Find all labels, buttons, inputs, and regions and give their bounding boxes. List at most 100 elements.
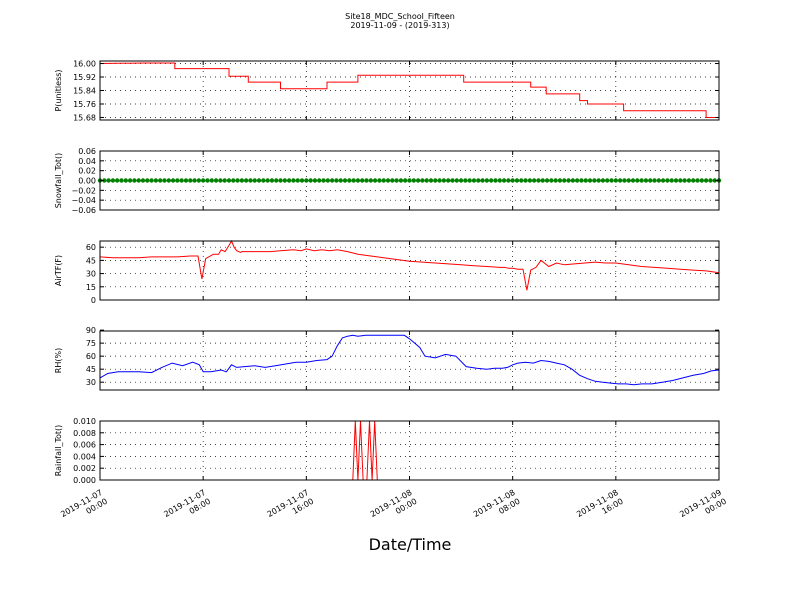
x-tick-label: 2019-11-0816:00 xyxy=(575,488,625,528)
x-tick-label: 2019-11-0716:00 xyxy=(266,488,316,528)
data-point xyxy=(570,178,576,183)
data-point xyxy=(200,178,206,183)
data-point xyxy=(385,178,391,183)
series-line xyxy=(99,239,720,291)
data-point xyxy=(196,178,202,183)
data-point xyxy=(338,178,343,183)
data-point xyxy=(132,178,137,183)
data-point xyxy=(403,178,408,183)
data-point xyxy=(106,178,111,183)
data-point xyxy=(312,178,318,183)
y-axis-label: RH(%) xyxy=(54,348,63,373)
y-tick-label: 0.008 xyxy=(73,429,96,438)
data-point xyxy=(153,178,159,183)
x-tick-label: 2019-11-0808:00 xyxy=(472,488,522,528)
data-point xyxy=(308,178,313,183)
data-point xyxy=(102,178,107,183)
data-point xyxy=(213,178,219,183)
y-tick-label: 15 xyxy=(86,283,96,292)
data-point xyxy=(140,178,146,183)
x-tick-label: 2019-11-0900:00 xyxy=(678,488,728,528)
data-point xyxy=(553,178,558,183)
series-line xyxy=(99,334,720,386)
data-point xyxy=(488,178,494,183)
y-tick-label: 45 xyxy=(86,256,96,265)
y-tick-label: 45 xyxy=(86,365,96,374)
data-point xyxy=(360,178,365,183)
data-point xyxy=(695,178,700,183)
data-point xyxy=(463,178,468,183)
data-point xyxy=(574,178,580,183)
data-point xyxy=(665,178,670,183)
data-point xyxy=(136,178,141,183)
data-point xyxy=(622,178,627,183)
data-point xyxy=(317,178,322,183)
y-tick-label: 0.010 xyxy=(73,417,96,426)
data-point xyxy=(531,178,537,183)
data-point xyxy=(458,178,464,183)
data-point xyxy=(617,178,623,183)
data-point xyxy=(205,178,210,183)
data-point xyxy=(467,178,472,183)
data-point xyxy=(329,178,335,183)
data-point xyxy=(325,178,331,183)
data-point xyxy=(437,178,442,183)
data-point xyxy=(428,178,434,183)
data-point xyxy=(123,178,128,183)
data-point xyxy=(433,178,438,183)
y-tick-label: 0.04 xyxy=(78,157,96,166)
y-axis-label: Snowfall_Tot() xyxy=(54,153,63,209)
data-point xyxy=(579,178,584,183)
chart-title: Site18_MDC_School_Fifteen xyxy=(345,12,455,21)
data-point xyxy=(605,178,610,183)
y-tick-label: 15.92 xyxy=(73,73,96,82)
data-point xyxy=(261,178,266,183)
data-point xyxy=(609,178,614,183)
data-point xyxy=(183,178,189,183)
data-point xyxy=(476,178,481,183)
data-point xyxy=(630,178,636,183)
data-point xyxy=(291,178,296,183)
data-point xyxy=(484,178,490,183)
data-point xyxy=(282,178,288,183)
data-point xyxy=(587,178,593,183)
data-point xyxy=(652,178,657,183)
data-point xyxy=(656,178,662,183)
y-tick-label: 60 xyxy=(86,352,96,361)
data-point xyxy=(145,178,150,183)
data-point xyxy=(166,178,171,183)
y-tick-label: 30 xyxy=(86,378,96,387)
data-point xyxy=(188,178,193,183)
chart-subtitle: 2019-11-09 - (2019-313) xyxy=(350,21,450,30)
y-tick-label: 15.68 xyxy=(73,113,96,122)
data-point xyxy=(613,178,619,183)
data-point xyxy=(372,178,378,183)
data-point xyxy=(248,178,253,183)
data-point xyxy=(540,178,545,183)
y-tick-label: 16.00 xyxy=(73,60,96,69)
data-point xyxy=(175,178,180,183)
data-point xyxy=(557,178,563,183)
data-point xyxy=(192,178,197,183)
y-tick-label: 30 xyxy=(86,270,96,279)
data-point xyxy=(239,178,245,183)
data-point xyxy=(218,178,223,183)
data-point xyxy=(295,178,300,183)
data-point xyxy=(110,178,116,183)
data-point xyxy=(252,178,257,183)
data-point xyxy=(626,178,631,183)
data-point xyxy=(708,178,713,183)
data-point xyxy=(703,178,709,183)
data-point xyxy=(566,178,571,183)
data-point xyxy=(398,178,404,183)
data-point xyxy=(669,178,674,183)
y-tick-label: −0.06 xyxy=(71,206,96,215)
data-point xyxy=(660,178,666,183)
x-tick-label: 2019-11-0708:00 xyxy=(162,488,212,528)
y-tick-label: −0.04 xyxy=(71,196,96,205)
data-point xyxy=(226,178,232,183)
data-point xyxy=(686,178,692,183)
y-tick-label: 0.006 xyxy=(73,441,96,450)
data-point xyxy=(355,178,361,183)
